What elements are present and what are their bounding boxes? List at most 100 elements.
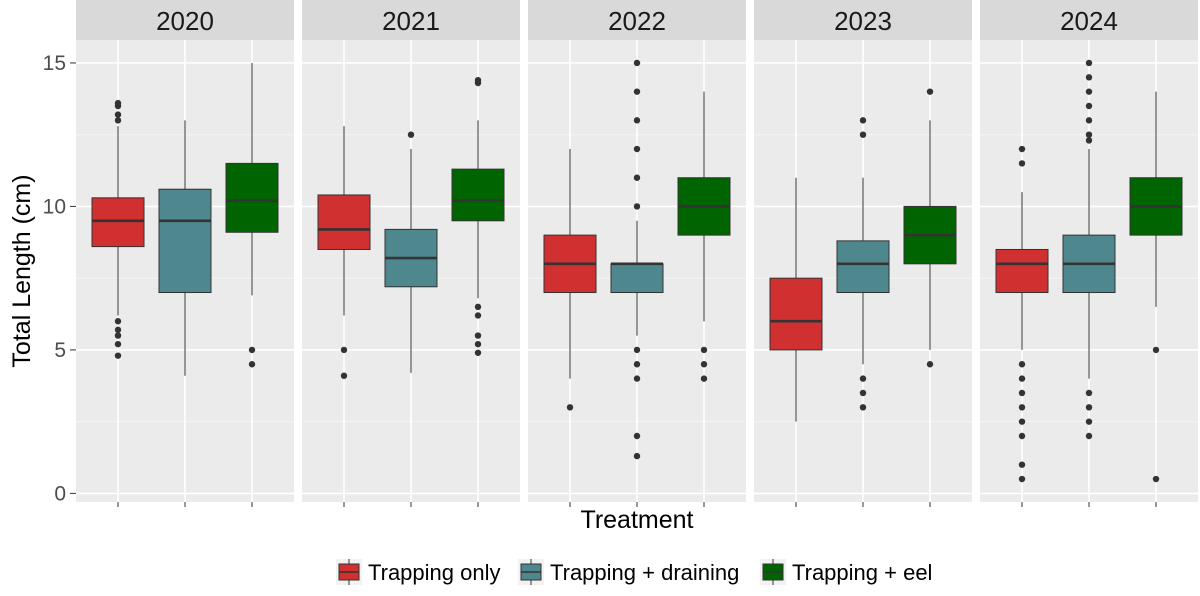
outlier-point — [1152, 346, 1160, 354]
legend-item-trapping-only: Trapping only — [336, 559, 500, 585]
legend-label: Trapping + draining — [550, 560, 739, 585]
box-trapping-draining — [158, 120, 212, 376]
y-tick-label: 10 — [43, 195, 66, 218]
outlier-point — [1085, 432, 1093, 440]
legend-label: Trapping only — [368, 560, 500, 585]
outlier-point — [1018, 145, 1026, 153]
box-trapping-eel — [225, 62, 279, 368]
x-axis-title: Treatment — [580, 506, 693, 534]
legend: Trapping only Trapping + draining Trapping… — [336, 559, 932, 585]
outlier-point — [926, 88, 934, 95]
facet-strip-label: 2022 — [608, 6, 666, 36]
outlier-point — [1085, 117, 1093, 124]
outlier-point — [474, 332, 482, 339]
outlier-point — [114, 318, 122, 325]
outlier-point — [1018, 375, 1026, 382]
facet-panel: 2024 — [980, 0, 1198, 507]
facet-strip — [754, 0, 972, 40]
outlier-point — [633, 361, 641, 368]
facet-strip — [76, 0, 294, 40]
outlier-point — [633, 174, 641, 181]
outlier-point — [633, 203, 641, 210]
outlier-point — [1085, 389, 1093, 397]
facet-strip — [980, 0, 1198, 40]
outlier-point — [1085, 59, 1093, 67]
legend-label: Trapping + eel — [792, 560, 932, 585]
facet-panel: 2020 — [76, 0, 294, 507]
outlier-point — [114, 111, 122, 118]
outlier-point — [1018, 432, 1026, 440]
box-body — [158, 188, 212, 294]
facet-panels: 2020 2021 2022 2023 2024 — [76, 0, 1198, 507]
outlier-point — [248, 361, 256, 368]
outlier-point — [1085, 131, 1093, 138]
y-tick-label: 15 — [43, 52, 66, 75]
outlier-point — [340, 372, 348, 379]
outlier-point — [633, 145, 641, 153]
outlier-point — [1018, 389, 1026, 397]
outlier-point — [114, 352, 122, 359]
outlier-point — [859, 389, 867, 397]
box-body — [836, 240, 890, 294]
outlier-point — [474, 303, 482, 311]
legend-item-trapping-draining: Trapping + draining — [518, 559, 739, 585]
outlier-point — [1085, 102, 1093, 110]
outlier-point — [1152, 475, 1160, 483]
box-trapping-draining — [836, 117, 890, 411]
outlier-point — [340, 346, 348, 354]
outlier-point — [1018, 475, 1026, 483]
outlier-point — [633, 375, 641, 382]
outlier-point — [633, 88, 641, 95]
facet-strip-label: 2024 — [1060, 6, 1118, 36]
box-trapping-draining — [384, 131, 438, 373]
outlier-point — [859, 404, 867, 411]
box-trapping-eel — [677, 91, 731, 382]
facet-panel: 2021 — [302, 0, 520, 507]
outlier-point — [1085, 74, 1093, 81]
outlier-point — [114, 340, 122, 348]
box-trapping-eel — [903, 88, 957, 368]
outlier-point — [1018, 418, 1026, 425]
y-axis-title: Total Length (cm) — [8, 174, 36, 367]
box-body — [225, 162, 279, 233]
y-axis: 0 5 10 15 — [43, 52, 76, 505]
outlier-point — [700, 361, 708, 368]
outlier-point — [926, 361, 934, 368]
box-body — [91, 197, 145, 248]
outlier-point — [633, 452, 641, 460]
outlier-point — [566, 404, 574, 411]
outlier-point — [248, 346, 256, 354]
box-trapping-only — [317, 126, 371, 379]
facet-strip-label: 2021 — [382, 6, 440, 36]
box-body — [995, 248, 1049, 294]
outlier-point — [114, 117, 122, 124]
facet-strip-label: 2020 — [156, 6, 214, 36]
outlier-point — [1085, 404, 1093, 411]
legend-item-trapping-eel: Trapping + eel — [760, 559, 932, 585]
facet-strip-label: 2023 — [834, 6, 892, 36]
box-body — [610, 263, 664, 294]
box-trapping-only — [91, 99, 145, 359]
outlier-point — [1018, 361, 1026, 368]
outlier-point — [474, 349, 482, 356]
box-trapping-eel — [451, 76, 505, 356]
outlier-point — [114, 326, 122, 334]
box-trapping-only — [543, 149, 597, 411]
outlier-point — [1018, 404, 1026, 411]
box-trapping-draining — [610, 59, 664, 460]
outlier-point — [633, 346, 641, 354]
facet-panel: 2023 — [754, 0, 972, 507]
outlier-point — [1085, 418, 1093, 425]
outlier-point — [407, 131, 415, 138]
outlier-point — [1085, 137, 1093, 144]
box-body — [769, 277, 823, 351]
outlier-point — [1018, 461, 1026, 468]
outlier-point — [1085, 88, 1093, 95]
box-trapping-draining — [1062, 59, 1116, 440]
y-tick-label: 0 — [54, 482, 66, 505]
facet-strip — [302, 0, 520, 40]
outlier-point — [1018, 160, 1026, 167]
box-trapping-eel — [1129, 91, 1183, 483]
outlier-point — [114, 332, 122, 339]
outlier-point — [700, 375, 708, 382]
